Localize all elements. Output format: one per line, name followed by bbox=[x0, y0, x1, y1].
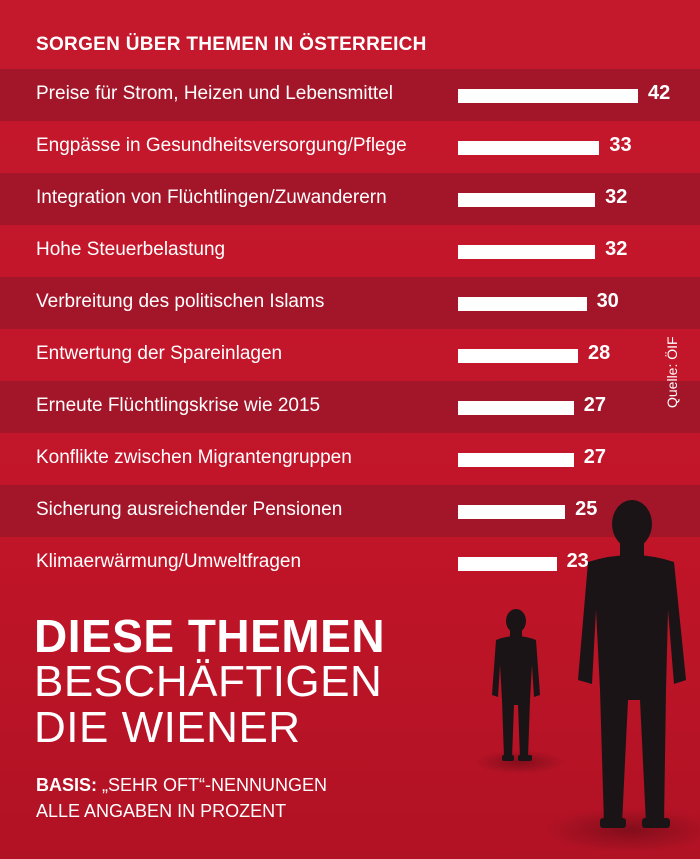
category-label: Sicherung ausreichender Pensionen bbox=[36, 499, 343, 520]
value-label: 27 bbox=[583, 446, 606, 468]
category-label: Klimaerwärmung/Umweltfragen bbox=[36, 551, 302, 572]
category-label: Hohe Steuerbelastung bbox=[36, 239, 226, 260]
bar bbox=[458, 245, 596, 259]
headline-line-1: DIESE THEMEN bbox=[34, 610, 386, 662]
value-label: 33 bbox=[609, 134, 632, 156]
headline-line-3: DIE WIENER bbox=[34, 703, 301, 752]
basis-text: „SEHR OFT“-NENNUNGEN bbox=[97, 775, 328, 795]
category-label: Integration von Flüchtlingen/Zuwanderern bbox=[36, 187, 387, 208]
bar bbox=[458, 89, 638, 103]
chart-row: Engpässe in Gesundheitsversorgung/Pflege… bbox=[0, 121, 700, 173]
people-silhouettes bbox=[475, 500, 700, 852]
chart-row: Verbreitung des politischen Islams 30 bbox=[0, 277, 700, 329]
value-label: 25 bbox=[575, 498, 598, 520]
value-label: 27 bbox=[583, 394, 606, 416]
chart-row: Konflikte zwischen Migrantengruppen 27 bbox=[0, 433, 700, 485]
value-label: 42 bbox=[648, 82, 671, 104]
bar bbox=[458, 401, 574, 415]
value-label: 32 bbox=[605, 238, 628, 260]
basis-line-2: ALLE ANGABEN IN PROZENT bbox=[36, 801, 287, 821]
headline: DIESE THEMEN BESCHÄFTIGEN DIE WIENER bbox=[34, 613, 385, 751]
basis-note: BASIS: „SEHR OFT“-NENNUNGEN ALLE ANGABEN… bbox=[36, 772, 327, 824]
source-note: Quelle: ÖIF bbox=[664, 336, 680, 408]
chart-row: Klimaerwärmung/Umweltfragen 23 bbox=[0, 537, 700, 589]
value-label: 32 bbox=[605, 186, 628, 208]
category-label: Entwertung der Spareinlagen bbox=[36, 343, 283, 364]
bar bbox=[458, 141, 600, 155]
bar bbox=[458, 453, 574, 467]
category-label: Erneute Flüchtlingskrise wie 2015 bbox=[36, 395, 321, 416]
chart-row: Sicherung ausreichender Pensionen 25 bbox=[0, 485, 700, 537]
value-label: 23 bbox=[566, 550, 589, 572]
bar bbox=[458, 349, 578, 363]
chart-row: Preise für Strom, Heizen und Lebensmitte… bbox=[0, 69, 700, 121]
bar bbox=[458, 557, 557, 571]
category-label: Konflikte zwischen Migrantengruppen bbox=[36, 447, 352, 468]
bar bbox=[458, 297, 587, 311]
value-label: 28 bbox=[588, 342, 611, 364]
category-label: Preise für Strom, Heizen und Lebensmitte… bbox=[36, 83, 393, 104]
basis-label: BASIS: bbox=[36, 775, 98, 795]
bar bbox=[458, 193, 596, 207]
headline-line-2: BESCHÄFTIGEN bbox=[34, 657, 383, 706]
large-person-silhouette bbox=[578, 500, 686, 828]
small-person-silhouette bbox=[492, 609, 540, 761]
shadow-small bbox=[475, 750, 565, 774]
chart-row: Integration von Flüchtlingen/Zuwanderern… bbox=[0, 173, 700, 225]
bar bbox=[458, 505, 566, 519]
value-label: 30 bbox=[596, 290, 619, 312]
chart-row: Hohe Steuerbelastung 32 bbox=[0, 225, 700, 277]
chart-row: Entwertung der Spareinlagen 28 bbox=[0, 329, 700, 381]
chart-row: Erneute Flüchtlingskrise wie 2015 27 bbox=[0, 381, 700, 433]
category-label: Engpässe in Gesundheitsversorgung/Pflege bbox=[36, 135, 407, 156]
chart-title: SORGEN ÜBER THEMEN IN ÖSTERREICH bbox=[36, 34, 427, 55]
shadow-large bbox=[545, 808, 700, 852]
category-label: Verbreitung des politischen Islams bbox=[36, 291, 325, 312]
